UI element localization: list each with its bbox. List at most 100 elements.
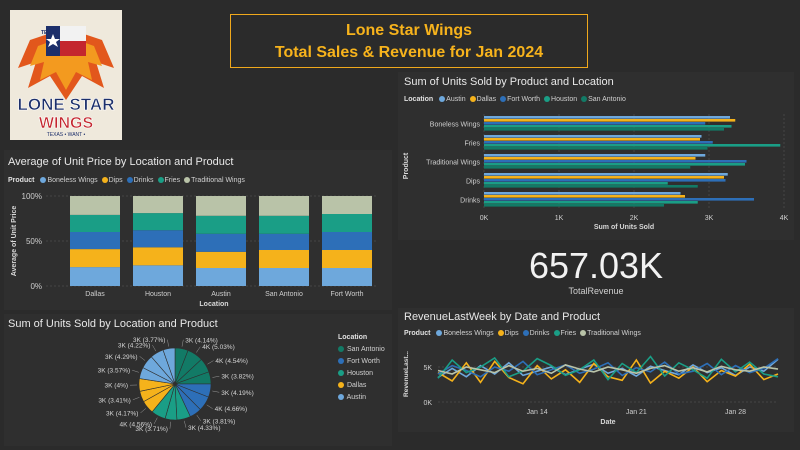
pie-leader-line (139, 356, 146, 361)
avg-bar-drinks (259, 233, 309, 250)
avg-bar-dips (259, 250, 309, 268)
pie-legend-fort-worth[interactable]: Fort Worth (338, 358, 385, 365)
hbar-bar-san-antonio (484, 185, 698, 188)
kpi-card: 657.03K TotalRevenue (400, 246, 792, 306)
title-line-2: Total Sales & Revenue for Jan 2024 (274, 44, 544, 61)
pie-leader-line (152, 344, 157, 352)
hbar-ytick: Drinks (460, 198, 480, 205)
hbar-bar-houston (484, 163, 745, 166)
avg-ytick: 50% (26, 237, 42, 246)
hbar-xtick: 1K (555, 215, 564, 222)
avg-bar-fries (259, 215, 309, 234)
line-series-dips (437, 358, 779, 385)
avg-price-title: Average of Unit Price by Location and Pr… (8, 156, 234, 168)
avg-bar-drinks (133, 230, 183, 248)
avg-bar-dips (70, 249, 120, 268)
legend-fort-worth[interactable]: Fort Worth (500, 96, 540, 103)
legend-boneless[interactable]: Boneless Wings (40, 177, 98, 184)
legend-line-dips[interactable]: Dips (497, 330, 519, 337)
legend-traditional[interactable]: Traditional Wings (184, 177, 245, 184)
pie-data-label: 3K (4.17%) (106, 410, 139, 417)
avg-xtick: Dallas (85, 291, 105, 298)
pie-data-label: 3K (3.82%) (221, 374, 254, 381)
pie-slice-austin (162, 347, 176, 385)
pie-leader-line (181, 339, 184, 347)
pie-data-label: 3K (4.19%) (221, 390, 254, 397)
revenue-line-chart: 0K 5K Jan 14 Jan 21 Jan 28 Date RevenueLast... (403, 351, 779, 426)
pie-legend-san-antonio[interactable]: San Antonio (338, 346, 385, 353)
legend-houston[interactable]: Houston (544, 96, 577, 103)
pie-data-label: 3K (4%) (105, 383, 128, 390)
avg-bar-dips (196, 251, 246, 268)
avg-bar-drinks (196, 233, 246, 252)
legend-line-boneless[interactable]: Boneless Wings (436, 330, 494, 337)
pie-legend-austin[interactable]: Austin (338, 394, 385, 401)
legend-drinks[interactable]: Drinks (126, 177, 154, 184)
pie-data-label: 3K (4.33%) (188, 425, 221, 432)
hbar-bar-austin (484, 135, 702, 138)
legend-san-antonio[interactable]: San Antonio (581, 96, 626, 103)
pie-leader-line (140, 408, 147, 414)
units-pie-chart: 3K (4.14%)4K (5.03%) 4K (4.54%) 3K (3.82%)… (98, 337, 254, 433)
pie-data-label: 3K (3.41%) (98, 397, 131, 404)
kpi-label: TotalRevenue (568, 286, 624, 296)
avg-bar-traditional-wings (259, 196, 309, 216)
hbar-bar-fort-worth (484, 198, 754, 201)
avg-bar-boneless-wings (196, 268, 246, 286)
pie-data-label: 3K (4.29%) (105, 354, 138, 361)
avg-bar-dips (322, 250, 372, 268)
pie-data-label: 4K (4.66%) (215, 406, 248, 413)
avg-xtick: San Antonio (265, 291, 303, 298)
legend-austin[interactable]: Austin (439, 96, 466, 103)
hbar-bar-dallas (484, 195, 685, 198)
pie-leader-line (184, 420, 187, 428)
avg-bar-dips (133, 247, 183, 266)
legend-dips[interactable]: Dips (101, 177, 123, 184)
pie-leader-line (207, 360, 214, 365)
logo-sub-text: TEXAS • WANT • (47, 132, 86, 138)
avg-xtick: Fort Worth (331, 291, 364, 298)
avg-bar-boneless-wings (133, 265, 183, 286)
hbar-bar-austin (484, 154, 706, 157)
pie-legend-houston[interactable]: Houston (338, 370, 385, 377)
line-series-drinks (437, 357, 779, 378)
logo: TEXAS LONE STAR WINGS TEXAS • WANT • (10, 10, 122, 140)
hbar-bar-fort-worth (484, 122, 706, 125)
avg-price-legend: Product Boneless Wings Dips Drinks Fries… (8, 177, 245, 184)
revenue-legend-title: Product (404, 330, 431, 337)
line-xtick: Jan 14 (527, 409, 548, 416)
legend-line-drinks[interactable]: Drinks (522, 330, 550, 337)
line-series-fries (437, 355, 779, 381)
legend-line-fries[interactable]: Fries (553, 330, 576, 337)
pie-legend-title: Location (338, 334, 368, 341)
hbar-ylabel: Product (403, 152, 410, 179)
logo-top-text: TEXAS (41, 30, 58, 36)
avg-bar-traditional-wings (322, 196, 372, 214)
pie-legend-dallas[interactable]: Dallas (338, 382, 385, 389)
pie-data-label: 3K (3.71%) (135, 426, 168, 433)
avg-ytick: 0% (30, 282, 42, 291)
pie-leader-line (212, 376, 220, 378)
pie-leader-line (167, 339, 169, 347)
pie-data-label: 3K (3.81%) (203, 418, 236, 425)
title-line-1: Lone Star Wings (345, 22, 473, 39)
avg-bar-boneless-wings (70, 267, 120, 286)
avg-xtick: Houston (145, 291, 171, 298)
avg-bar-boneless-wings (259, 268, 309, 286)
avg-xtick: Austin (211, 291, 231, 298)
pie-data-label: 4K (4.54%) (215, 358, 248, 365)
pie-data-label: 3K (3.77%) (133, 337, 166, 344)
hbar-ytick: Traditional Wings (426, 160, 480, 167)
hbar-xtick: 4K (780, 215, 789, 222)
legend-line-traditional[interactable]: Traditional Wings (580, 330, 641, 337)
legend-dallas[interactable]: Dallas (469, 96, 496, 103)
legend-fries[interactable]: Fries (157, 177, 180, 184)
hbar-bar-austin (484, 192, 681, 195)
line-xlabel: Date (600, 419, 615, 426)
hbar-bar-houston (484, 125, 732, 128)
avg-xlabel: Location (199, 301, 228, 308)
line-ytick: 0K (423, 400, 432, 407)
logo-graphic: TEXAS LONE STAR WINGS TEXAS • WANT • (10, 10, 122, 140)
avg-bar-drinks (70, 232, 120, 250)
pie-data-label: 4K (5.03%) (202, 344, 235, 351)
